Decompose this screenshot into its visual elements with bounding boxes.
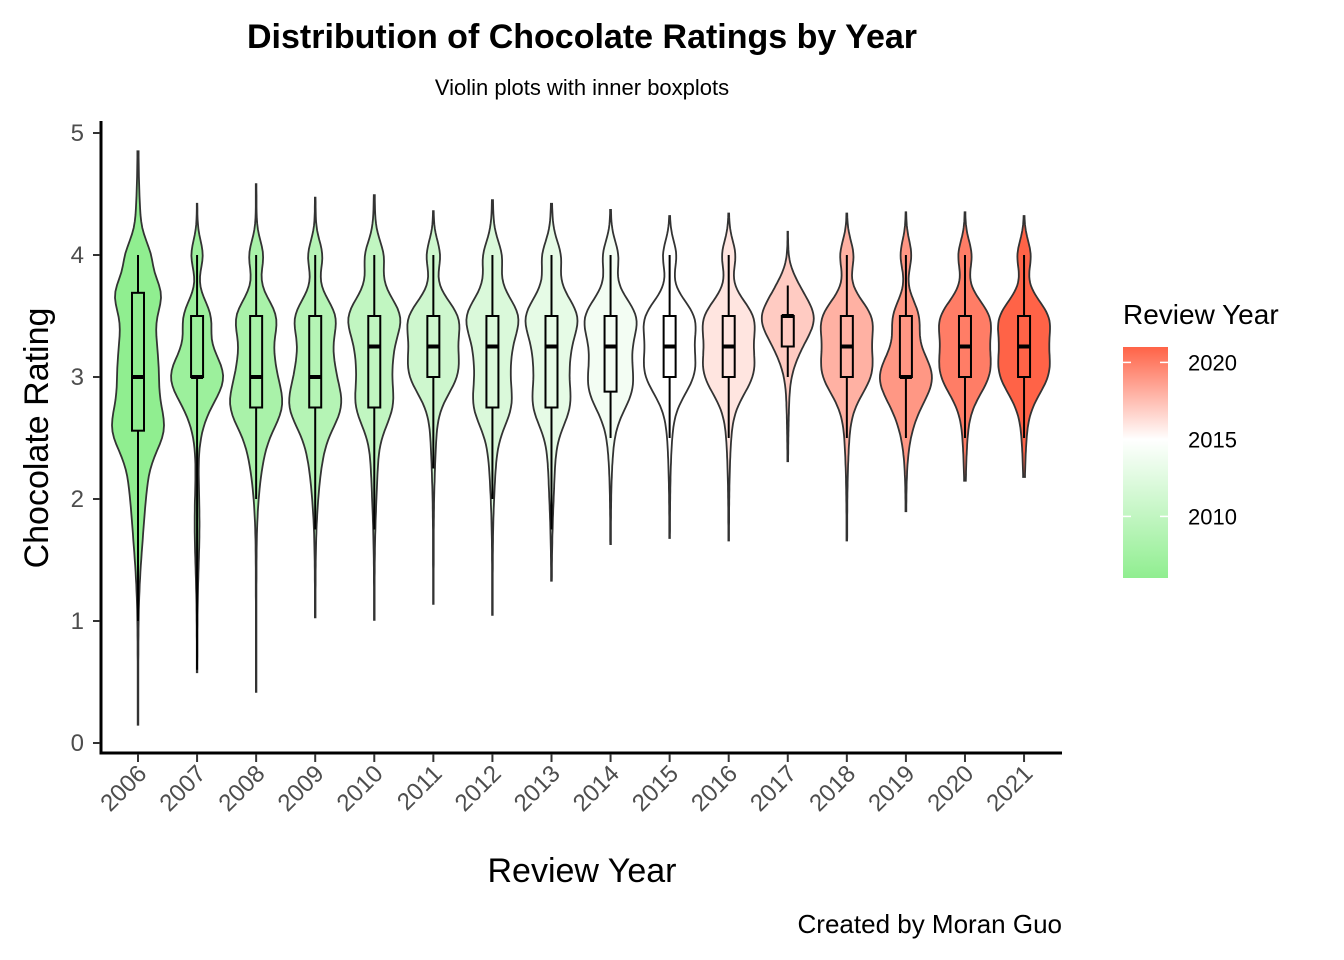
y-tick-label: 5	[71, 120, 84, 147]
box-2008	[249, 315, 264, 409]
violin-2017	[760, 230, 815, 463]
x-tick-label: 2017	[745, 760, 802, 817]
box-2014	[603, 315, 618, 393]
legend-break-label: 2010	[1188, 504, 1237, 529]
violin-2010	[347, 194, 402, 621]
chart-subtitle: Violin plots with inner boxplots	[435, 75, 729, 100]
violin-2020	[938, 211, 992, 482]
x-axis-title: Review Year	[487, 852, 676, 890]
x-tick-label: 2009	[273, 760, 330, 817]
violin-2011	[406, 210, 461, 605]
y-tick-label: 1	[71, 608, 84, 635]
legend-title: Review Year	[1123, 299, 1279, 330]
x-axis-ticks: 2006 2007 2008 2009 2010 2011 2012 2013 2014 2015…	[95, 754, 1038, 817]
x-tick-label: 2018	[804, 760, 861, 817]
legend-break-label: 2020	[1188, 350, 1237, 375]
chart-caption: Created by Moran Guo	[798, 909, 1062, 939]
violin-2015	[642, 215, 697, 539]
y-axis-ticks: 0 1 2 3 4 5	[71, 120, 100, 757]
x-tick-label: 2008	[214, 760, 271, 817]
legend-break-label: 2015	[1188, 427, 1237, 452]
y-tick-label: 0	[71, 730, 84, 757]
violin-2007	[170, 202, 225, 674]
y-tick-label: 3	[71, 364, 84, 391]
x-tick-label: 2016	[686, 760, 743, 817]
y-tick-label: 2	[71, 486, 84, 513]
legend-colorbar	[1123, 347, 1168, 578]
violin-2014	[583, 209, 638, 545]
x-tick-label: 2019	[863, 760, 920, 817]
x-tick-label: 2012	[450, 760, 507, 817]
violin-2009	[288, 196, 343, 619]
box-2012	[485, 315, 500, 409]
y-tick-label: 4	[71, 242, 84, 269]
x-tick-label: 2020	[922, 760, 979, 817]
violin-2018	[819, 212, 874, 542]
chart-title: Distribution of Chocolate Ratings by Yea…	[247, 18, 917, 56]
box-2013	[544, 315, 559, 409]
x-tick-label: 2014	[568, 760, 625, 817]
x-tick-label: 2010	[332, 760, 389, 817]
y-axis-title: Chocolate Rating	[18, 308, 56, 569]
violin-2008	[229, 183, 283, 693]
box-2006	[131, 291, 145, 432]
plot-area	[111, 150, 1051, 726]
x-tick-label: 2013	[509, 760, 566, 817]
box-2010	[367, 315, 382, 409]
x-tick-label: 2015	[627, 760, 684, 817]
x-tick-label: 2007	[154, 760, 211, 817]
box-2019	[898, 315, 913, 378]
x-tick-label: 2011	[392, 760, 448, 816]
x-tick-label: 2006	[95, 760, 152, 817]
violin-2019	[878, 211, 933, 513]
violin-2012	[465, 199, 520, 616]
violin-2006	[111, 150, 165, 726]
violin-2021	[997, 215, 1051, 478]
violin-2016	[701, 212, 756, 542]
box-2017	[780, 315, 795, 348]
legend: Review Year 2010 2015 2020	[1123, 299, 1279, 578]
box-2007	[190, 315, 205, 378]
x-tick-label: 2021	[981, 760, 1038, 817]
box-2009	[308, 315, 323, 409]
violin-2013	[524, 202, 579, 582]
